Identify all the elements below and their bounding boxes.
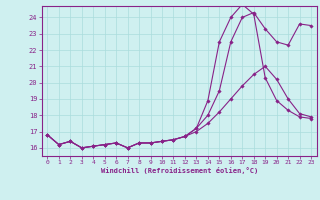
X-axis label: Windchill (Refroidissement éolien,°C): Windchill (Refroidissement éolien,°C) (100, 167, 258, 174)
